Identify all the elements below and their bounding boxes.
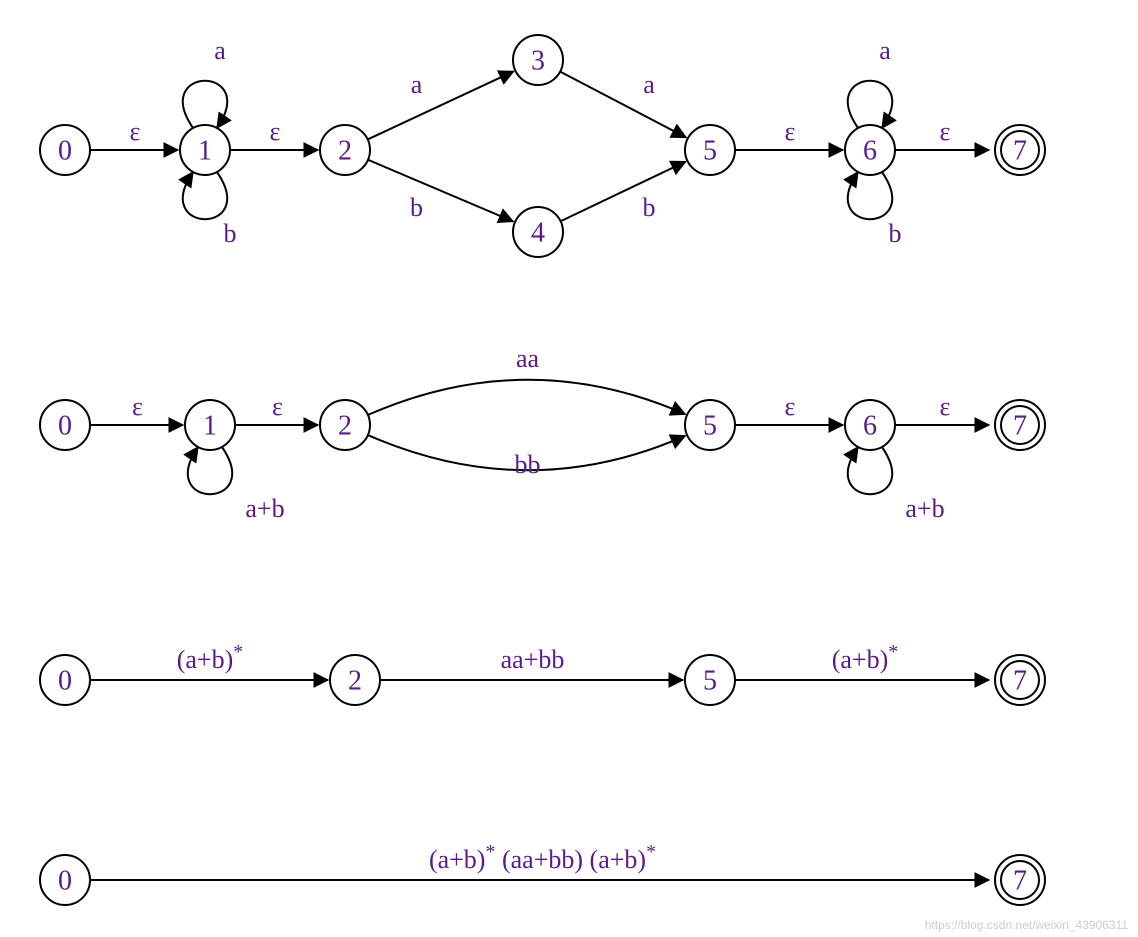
- edge: b: [183, 172, 237, 248]
- state-node: 5: [685, 125, 735, 175]
- edge: ε: [895, 117, 989, 150]
- edge-label: a: [411, 70, 423, 99]
- diagram-d2: ε ε aa bb ε ε a+b a+b 0 1 2 5 6 7: [40, 344, 1045, 523]
- node-label: 2: [348, 666, 362, 697]
- node-label: 0: [58, 411, 72, 442]
- edge: (a+b)*: [90, 641, 328, 680]
- node-label: 2: [338, 136, 352, 167]
- state-node: 6: [845, 400, 895, 450]
- node-label: 7: [1013, 666, 1027, 697]
- edge: a: [368, 70, 514, 139]
- node-label: 0: [58, 666, 72, 697]
- edge-label: ε: [272, 392, 283, 421]
- edge-label: ε: [132, 392, 143, 421]
- diagram-d3: (a+b)* aa+bb (a+b)* 0 2 5 7: [40, 641, 1045, 705]
- edge-label: (a+b)*: [832, 641, 899, 674]
- edge-label: aa+bb: [501, 645, 565, 674]
- edge-label: ε: [130, 117, 141, 146]
- state-node: 7: [995, 400, 1045, 450]
- edge: b: [848, 172, 902, 248]
- edge: a: [848, 36, 892, 128]
- edge: b: [368, 160, 513, 222]
- node-label: 5: [703, 411, 717, 442]
- edge-label: (a+b)* (aa+bb) (a+b)*: [429, 841, 656, 874]
- edge: (a+b)* (aa+bb) (a+b)*: [90, 841, 989, 880]
- edge-label: ε: [940, 392, 951, 421]
- node-label: 6: [863, 136, 877, 167]
- node-label: 7: [1013, 136, 1027, 167]
- edge: ε: [90, 392, 183, 425]
- edge-label: ε: [785, 117, 796, 146]
- node-label: 5: [703, 666, 717, 697]
- edge-label: a: [879, 36, 891, 65]
- edge-label: ε: [270, 117, 281, 146]
- node-label: 0: [58, 866, 72, 897]
- edge: ε: [735, 392, 843, 425]
- edge-label: bb: [515, 450, 541, 479]
- edge: a+b: [848, 447, 945, 523]
- diagram-d4: (a+b)* (aa+bb) (a+b)* 0 7: [40, 841, 1045, 905]
- state-node: 2: [320, 400, 370, 450]
- edge-label: a: [643, 70, 655, 99]
- state-node: 7: [995, 655, 1045, 705]
- edge-label: a+b: [905, 494, 944, 523]
- node-label: 0: [58, 136, 72, 167]
- edge: ε: [90, 117, 178, 150]
- edge-label: ε: [940, 117, 951, 146]
- diagram-d1: ε ε a b a b ε ε a b a b 0 1 2 3 4 5 6 7: [40, 35, 1045, 257]
- state-node: 2: [320, 125, 370, 175]
- state-node: 1: [185, 400, 235, 450]
- node-label: 5: [703, 136, 717, 167]
- automaton-svg: ε ε a b a b ε ε a b a b 0 1 2 3 4 5 6 7 ε ε aa bb ε ε a+b a+b 0 1 2 5 6 7…: [0, 0, 1138, 937]
- edge-label: a: [214, 36, 226, 65]
- edge: (a+b)*: [735, 641, 989, 680]
- node-label: 3: [531, 46, 545, 77]
- node-label: 6: [863, 411, 877, 442]
- edge: ε: [895, 392, 989, 425]
- state-node: 5: [685, 400, 735, 450]
- state-node: 2: [330, 655, 380, 705]
- state-node: 0: [40, 125, 90, 175]
- edge: ε: [735, 117, 843, 150]
- edge: ε: [235, 392, 318, 425]
- edge-label: b: [643, 193, 656, 222]
- state-node: 0: [40, 400, 90, 450]
- state-node: 4: [513, 207, 563, 257]
- state-node: 0: [40, 855, 90, 905]
- edge-label: a+b: [245, 494, 284, 523]
- edge: ε: [230, 117, 318, 150]
- node-label: 7: [1013, 866, 1027, 897]
- state-node: 3: [513, 35, 563, 85]
- edge: a: [560, 70, 686, 137]
- state-node: 1: [180, 125, 230, 175]
- edge-label: b: [410, 193, 423, 222]
- watermark: https://blog.csdn.net/weixin_43906311: [925, 918, 1129, 932]
- edge: a: [183, 36, 227, 128]
- state-node: 5: [685, 655, 735, 705]
- edge: bb: [368, 435, 685, 479]
- state-node: 6: [845, 125, 895, 175]
- node-label: 7: [1013, 411, 1027, 442]
- node-label: 2: [338, 411, 352, 442]
- edge-label: aa: [516, 344, 540, 373]
- edge-label: (a+b)*: [177, 641, 244, 674]
- edge: a+b: [188, 447, 285, 523]
- edge: aa: [368, 344, 685, 415]
- node-label: 1: [198, 136, 212, 167]
- edge-label: b: [889, 219, 902, 248]
- state-node: 7: [995, 125, 1045, 175]
- node-label: 1: [203, 411, 217, 442]
- edge: b: [561, 162, 686, 222]
- edge: aa+bb: [380, 645, 683, 680]
- state-node: 7: [995, 855, 1045, 905]
- state-node: 0: [40, 655, 90, 705]
- edge-label: b: [224, 219, 237, 248]
- node-label: 4: [531, 218, 545, 249]
- edge-label: ε: [785, 392, 796, 421]
